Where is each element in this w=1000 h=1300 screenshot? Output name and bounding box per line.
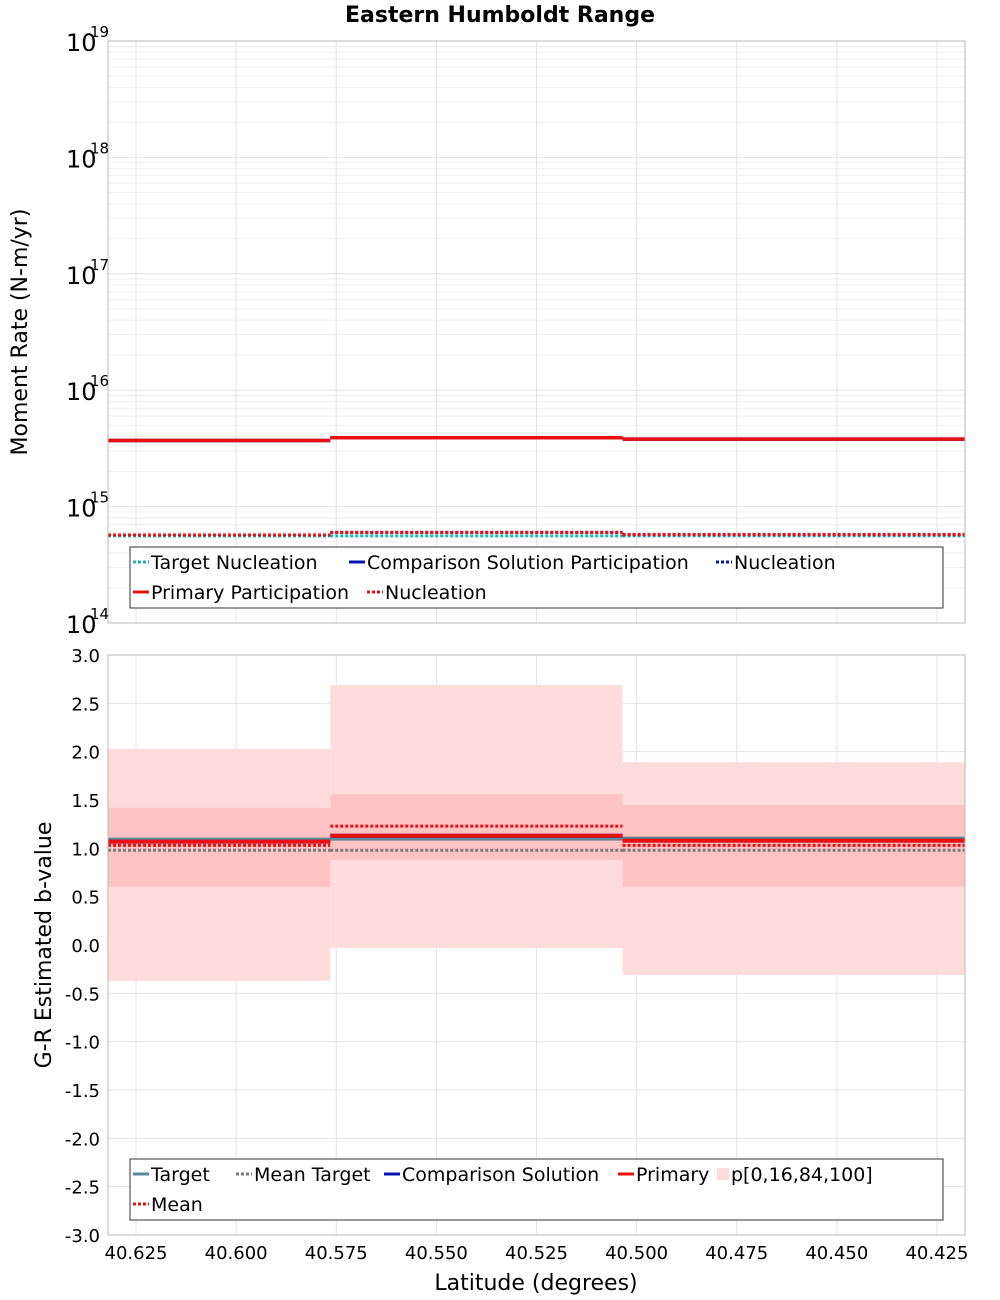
x-tick-label: 40.450 (805, 1243, 868, 1264)
y-tick-label: 0.0 (71, 936, 100, 957)
latitude-x-ticks: 40.625 40.600 40.575 40.550 40.525 40.500 40.4… (105, 1243, 969, 1264)
x-tick-label: 40.425 (905, 1243, 968, 1264)
legend-label: Target (150, 1164, 210, 1186)
legend-label: p[0,16,84,100] (731, 1164, 873, 1186)
moment-rate-frame (107, 40, 966, 624)
legend-entry: Nucleation (716, 552, 836, 574)
y-tick-label: 3.0 (71, 646, 100, 667)
legend-label: Mean (151, 1194, 203, 1216)
legend-label: Primary (636, 1164, 709, 1186)
y-tick-base: 10 (66, 611, 97, 639)
y-tick-base: 10 (66, 145, 97, 173)
series-4 (108, 833, 965, 844)
y-tick-exponent: 18 (90, 139, 109, 157)
b-value-series (108, 824, 965, 852)
legend-entry: Mean Target (236, 1164, 371, 1186)
x-tick-label: 40.600 (205, 1243, 268, 1264)
x-tick-label: 40.625 (105, 1243, 168, 1264)
legend-entry: Primary Participation (133, 582, 349, 604)
chart-title: Eastern Humboldt Range (345, 3, 655, 28)
legend-box (129, 546, 944, 609)
y-tick-label: 1.5 (71, 791, 100, 812)
y-tick-exponent: 16 (90, 372, 109, 390)
b-value-y-axis-label: G-R Estimated b-value (32, 822, 57, 1069)
moment-rate-series (108, 436, 965, 538)
y-tick-label: -1.5 (65, 1081, 100, 1102)
y-tick-label: -2.5 (65, 1178, 100, 1199)
legend-box (129, 1158, 944, 1221)
y-tick-label: 2.5 (71, 694, 100, 715)
moment-rate-legend: Target Nucleation Comparison Solution Par… (129, 546, 944, 609)
y-tick-exponent: 15 (90, 489, 109, 507)
legend-entry: Target Nucleation (133, 552, 318, 574)
x-tick-label: 40.575 (305, 1243, 368, 1264)
b-value-percentile-bands (108, 684, 965, 981)
y-tick-exponent: 17 (90, 256, 109, 274)
band-inner (108, 807, 331, 887)
y-tick-base: 10 (66, 378, 97, 406)
legend-entry: Comparison Solution (384, 1164, 599, 1186)
legend-entry: p[0,16,84,100] (717, 1164, 873, 1186)
y-tick-label: -1.0 (65, 1033, 100, 1054)
x-tick-label: 40.550 (405, 1243, 468, 1264)
legend-swatch (717, 1168, 729, 1180)
legend-label: Mean Target (254, 1164, 371, 1186)
b-value-y-ticks: -3.0 -2.5 -2.0 -1.5 -1.0 -0.5 0.0 0.5 1.0 1.5 2.0 2… (65, 646, 100, 1247)
x-tick-label: 40.525 (505, 1243, 568, 1264)
y-tick-exponent: 14 (90, 605, 109, 623)
legend-label: Primary Participation (151, 582, 349, 604)
legend-entry: Nucleation (367, 582, 487, 604)
moment-rate-grid (108, 40, 965, 624)
legend-label: Comparison Solution (402, 1164, 599, 1186)
latitude-x-axis-label: Latitude (degrees) (434, 1271, 637, 1296)
legend-entry: Comparison Solution Participation (349, 552, 689, 574)
b-value-legend: Target Mean Target Comparison Solution Prim… (129, 1158, 944, 1221)
series-5 (108, 824, 965, 847)
y-tick-label: 2.0 (71, 743, 100, 764)
legend-label: Target Nucleation (150, 552, 318, 574)
y-tick-label: 1.0 (71, 839, 100, 860)
legend-label: Nucleation (734, 552, 836, 574)
b-value-plot: -3.0 -2.5 -2.0 -1.5 -1.0 -0.5 0.0 0.5 1.0 1.5 2.0 2… (32, 646, 968, 1296)
y-tick-base: 10 (66, 495, 97, 523)
legend-entry: Target (133, 1164, 210, 1186)
legend-label: Nucleation (385, 582, 487, 604)
y-tick-label: -0.5 (65, 984, 100, 1005)
y-tick-label: -3.0 (65, 1226, 100, 1247)
moment-rate-y-axis-label: Moment Rate (N-m/yr) (8, 209, 33, 456)
series-5 (108, 530, 965, 537)
legend-label: Comparison Solution Participation (367, 552, 689, 574)
y-tick-exponent: 19 (90, 23, 109, 41)
y-tick-label: -2.0 (65, 1129, 100, 1150)
y-tick-base: 10 (66, 29, 97, 57)
legend-entry: Primary (618, 1164, 709, 1186)
x-tick-label: 40.475 (705, 1243, 768, 1264)
x-tick-label: 40.500 (605, 1243, 668, 1264)
y-tick-label: 0.5 (71, 888, 100, 909)
b-value-frame (107, 654, 966, 1236)
y-tick-base: 10 (66, 262, 97, 290)
legend-entry: Mean (133, 1194, 203, 1216)
series-4 (108, 436, 965, 443)
